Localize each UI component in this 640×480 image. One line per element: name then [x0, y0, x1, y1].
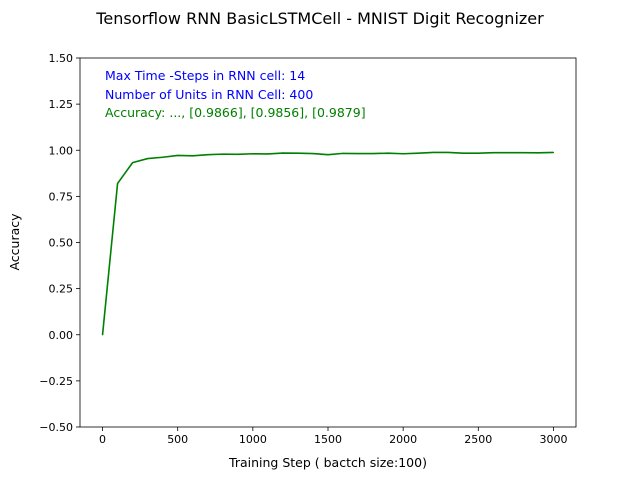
y-tick-label: 0.50	[49, 237, 74, 250]
data-point	[387, 152, 389, 154]
data-point	[267, 153, 269, 155]
data-point	[417, 152, 419, 154]
data-point	[101, 334, 104, 336]
data-point	[492, 152, 494, 154]
data-point	[222, 153, 224, 155]
data-point	[147, 157, 149, 160]
annotation-max-time-steps: Max Time -Steps in RNN cell: 14	[105, 68, 305, 83]
y-tick-label: −0.50	[39, 421, 73, 434]
x-tick-label: 1500	[314, 433, 342, 446]
y-tick-label: 0.75	[49, 190, 74, 203]
x-tick-label: 2500	[464, 433, 492, 446]
data-point	[357, 152, 359, 155]
data-point	[162, 156, 164, 158]
data-point	[477, 152, 479, 154]
y-tick-label: 0.00	[49, 329, 74, 342]
x-tick-label: 1000	[239, 433, 267, 446]
x-axis-label: Training Step ( bactch size:100)	[228, 455, 427, 470]
y-tick-label: 0.25	[49, 283, 74, 296]
data-point	[537, 152, 540, 154]
chart-title: Tensorflow RNN BasicLSTMCell - MNIST Dig…	[95, 9, 544, 28]
data-point	[372, 152, 374, 155]
y-tick-label: −0.25	[39, 375, 73, 388]
annotation-accuracy-values: Accuracy: ..., [0.9866], [0.9856], [0.98…	[105, 105, 366, 120]
y-tick-label: 1.50	[49, 52, 74, 65]
data-point	[327, 154, 329, 156]
x-tick-label: 2000	[389, 433, 417, 446]
x-tick-label: 500	[167, 433, 188, 446]
data-point	[177, 154, 179, 157]
data-point	[132, 162, 134, 164]
data-point	[312, 152, 314, 155]
data-point	[402, 153, 404, 155]
y-axis-label: Accuracy	[7, 213, 22, 271]
x-tick-label: 3000	[539, 433, 567, 446]
data-point	[507, 152, 509, 154]
data-point	[252, 153, 254, 155]
data-point	[237, 153, 239, 155]
data-point	[432, 151, 434, 154]
data-point	[552, 151, 555, 154]
data-point	[447, 151, 449, 154]
data-point	[522, 152, 524, 154]
plot-frame	[79, 57, 577, 428]
data-point	[282, 152, 284, 154]
data-point	[462, 152, 464, 154]
data-point	[116, 182, 119, 185]
data-point	[207, 154, 209, 156]
data-point	[297, 152, 299, 154]
x-tick-label: 0	[99, 433, 106, 446]
data-point	[192, 155, 194, 157]
annotation-number-of-units: Number of Units in RNN Cell: 400	[105, 87, 313, 102]
y-tick-label: 1.25	[49, 98, 74, 111]
y-tick-label: 1.00	[49, 144, 74, 157]
data-point	[342, 152, 344, 154]
plot-area: 0 500 1000 1500 2000 2500 3000 −0.50 −0.25 0.00 0.…	[39, 52, 577, 446]
